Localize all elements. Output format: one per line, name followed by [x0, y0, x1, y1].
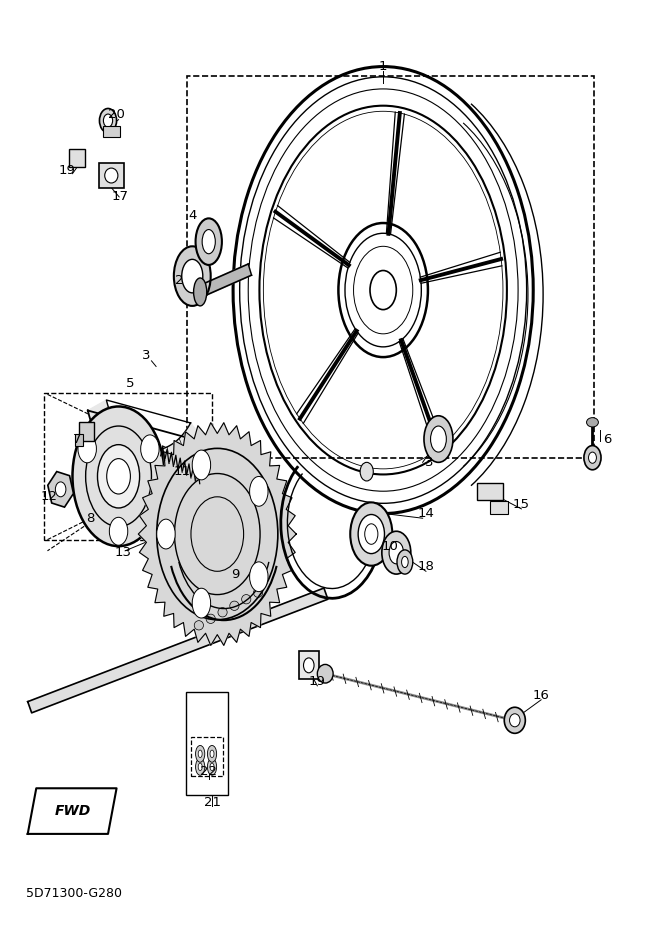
Bar — [69, 149, 85, 167]
Ellipse shape — [350, 502, 393, 566]
Text: 9: 9 — [231, 568, 239, 581]
Text: 21: 21 — [204, 796, 221, 809]
Ellipse shape — [202, 230, 215, 254]
Text: 20: 20 — [108, 108, 125, 121]
Text: 15: 15 — [513, 498, 530, 511]
Ellipse shape — [196, 758, 205, 775]
Text: FWD: FWD — [54, 803, 91, 817]
Ellipse shape — [208, 745, 217, 762]
Ellipse shape — [97, 445, 139, 508]
Text: 3: 3 — [142, 348, 151, 361]
Ellipse shape — [317, 664, 333, 683]
Ellipse shape — [73, 406, 165, 546]
Ellipse shape — [103, 114, 112, 127]
Text: 8: 8 — [86, 512, 95, 525]
Ellipse shape — [56, 482, 66, 497]
Bar — [79, 422, 94, 441]
Ellipse shape — [360, 462, 373, 481]
Text: 7: 7 — [73, 432, 81, 446]
Ellipse shape — [253, 588, 262, 598]
Bar — [186, 692, 229, 795]
Ellipse shape — [106, 459, 130, 494]
Text: 19: 19 — [309, 674, 326, 687]
Ellipse shape — [210, 750, 214, 757]
Ellipse shape — [397, 550, 412, 574]
Ellipse shape — [78, 435, 97, 463]
Ellipse shape — [382, 531, 410, 574]
Ellipse shape — [358, 515, 385, 554]
Ellipse shape — [402, 557, 408, 568]
Text: 16: 16 — [533, 688, 549, 701]
Text: 22: 22 — [200, 765, 217, 778]
Ellipse shape — [194, 621, 204, 630]
Ellipse shape — [157, 519, 175, 549]
Bar — [98, 163, 124, 188]
Text: 2: 2 — [175, 275, 183, 288]
Ellipse shape — [504, 707, 525, 733]
Ellipse shape — [210, 763, 214, 771]
Text: 5: 5 — [126, 376, 134, 389]
Ellipse shape — [242, 595, 251, 604]
Polygon shape — [198, 264, 252, 298]
Bar — [490, 501, 508, 514]
Text: 11: 11 — [174, 465, 191, 478]
Polygon shape — [138, 423, 296, 645]
Text: 19: 19 — [59, 164, 75, 177]
Ellipse shape — [586, 417, 598, 427]
Ellipse shape — [370, 271, 397, 310]
Text: 12: 12 — [40, 490, 58, 503]
Ellipse shape — [196, 219, 222, 265]
Bar — [299, 651, 319, 679]
Ellipse shape — [430, 426, 446, 452]
Bar — [191, 737, 223, 776]
Text: 10: 10 — [381, 540, 398, 553]
Bar — [187, 76, 594, 458]
Ellipse shape — [109, 517, 128, 545]
Ellipse shape — [104, 168, 118, 183]
Ellipse shape — [198, 750, 202, 757]
Ellipse shape — [250, 476, 268, 506]
Ellipse shape — [194, 278, 207, 306]
Polygon shape — [28, 588, 328, 713]
Ellipse shape — [510, 714, 520, 727]
Ellipse shape — [424, 416, 453, 462]
Polygon shape — [88, 400, 206, 481]
Ellipse shape — [196, 745, 205, 762]
Text: 18: 18 — [418, 560, 434, 573]
Text: 17: 17 — [111, 191, 128, 204]
Text: 13: 13 — [114, 546, 132, 559]
Text: 6: 6 — [603, 432, 611, 446]
Bar — [75, 434, 83, 446]
Ellipse shape — [198, 763, 202, 771]
Ellipse shape — [192, 588, 211, 618]
Ellipse shape — [99, 108, 116, 133]
Text: 1: 1 — [379, 60, 387, 73]
Ellipse shape — [584, 446, 601, 470]
Text: 14: 14 — [418, 507, 434, 520]
Ellipse shape — [174, 247, 211, 306]
Ellipse shape — [365, 524, 378, 545]
Ellipse shape — [588, 452, 596, 463]
Bar — [477, 483, 503, 500]
Ellipse shape — [250, 562, 268, 591]
Text: 5D71300-G280: 5D71300-G280 — [26, 887, 122, 900]
Ellipse shape — [206, 615, 215, 624]
Ellipse shape — [182, 260, 203, 293]
Polygon shape — [28, 788, 116, 834]
Text: 4: 4 — [188, 209, 196, 222]
Text: 3: 3 — [425, 456, 434, 469]
Ellipse shape — [141, 435, 159, 463]
Ellipse shape — [389, 542, 404, 564]
Ellipse shape — [218, 608, 227, 617]
Ellipse shape — [230, 601, 239, 611]
Ellipse shape — [303, 658, 314, 672]
Bar — [103, 126, 120, 137]
Ellipse shape — [208, 758, 217, 775]
Ellipse shape — [192, 450, 211, 480]
